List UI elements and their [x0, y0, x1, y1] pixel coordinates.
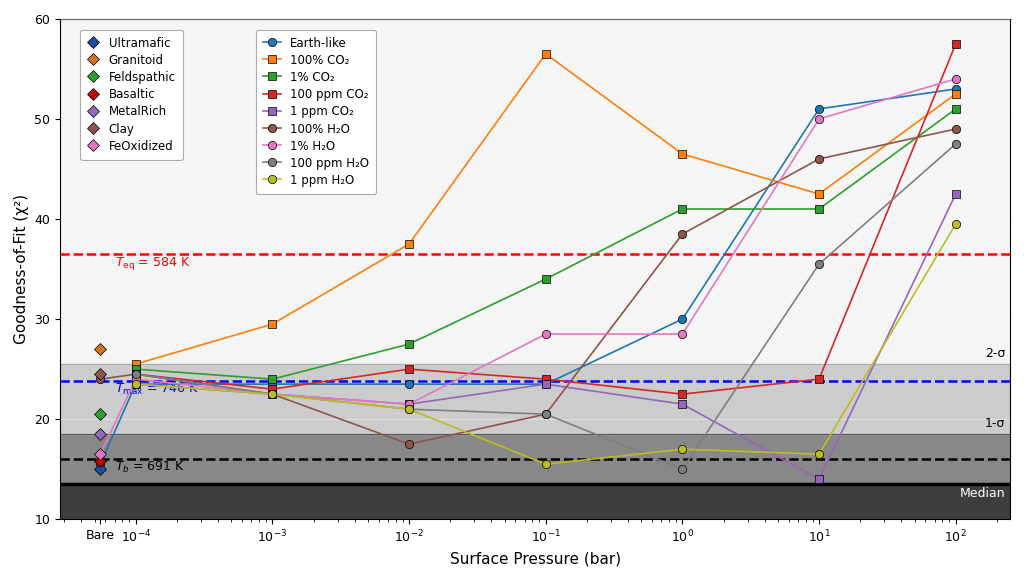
Text: 1-σ: 1-σ	[985, 417, 1006, 430]
Text: $T_{\rm max}$ = 746 K: $T_{\rm max}$ = 746 K	[115, 382, 199, 397]
Bar	[60, 484, 1010, 519]
X-axis label: Surface Pressure (bar): Surface Pressure (bar)	[450, 551, 621, 566]
Legend: Earth-like, 100% CO₂, 1% CO₂, 100 ppm CO₂, 1 ppm CO₂, 100% H₂O, 1% H₂O, 100 ppm : Earth-like, 100% CO₂, 1% CO₂, 100 ppm CO…	[256, 30, 377, 194]
Bar	[60, 364, 1010, 434]
Text: $T_{\rm eq}$ = 584 K: $T_{\rm eq}$ = 584 K	[115, 255, 190, 272]
Bar	[60, 434, 1010, 484]
Text: $T_b$ = 691 K: $T_b$ = 691 K	[115, 460, 184, 475]
Y-axis label: Goodness-of-Fit (χ²): Goodness-of-Fit (χ²)	[14, 194, 29, 344]
Text: Median: Median	[959, 487, 1006, 500]
Text: 2-σ: 2-σ	[985, 347, 1006, 360]
